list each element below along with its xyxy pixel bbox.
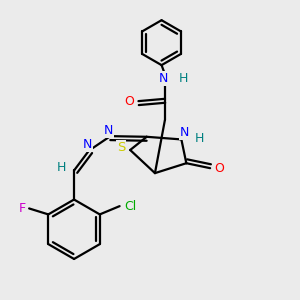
Text: N: N: [82, 138, 92, 151]
Text: H: H: [57, 161, 66, 174]
Text: N: N: [104, 124, 113, 137]
Text: S: S: [117, 141, 125, 154]
Text: H: H: [195, 132, 204, 145]
Text: O: O: [214, 162, 224, 175]
Text: H: H: [178, 71, 188, 85]
Text: N: N: [158, 73, 168, 85]
Text: O: O: [124, 94, 134, 108]
Text: Cl: Cl: [124, 200, 136, 213]
Text: F: F: [18, 202, 26, 215]
Text: N: N: [180, 126, 189, 139]
